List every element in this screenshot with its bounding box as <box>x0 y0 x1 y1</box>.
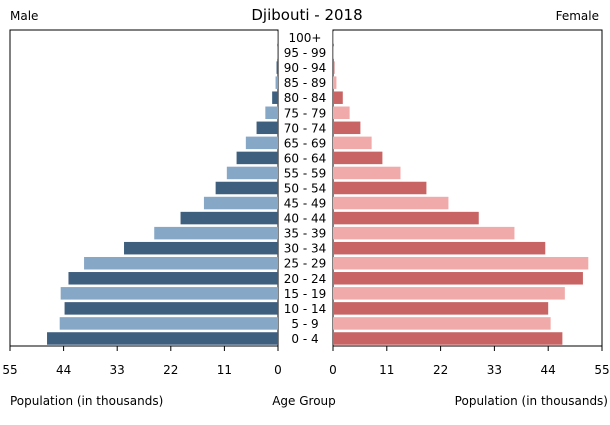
age-group-label: 75 - 79 <box>284 106 327 120</box>
female-bar <box>333 272 583 285</box>
age-group-label: 35 - 39 <box>284 227 327 241</box>
female-tick-label: 22 <box>433 363 448 377</box>
female-bar <box>333 332 563 345</box>
male-bars <box>47 31 279 345</box>
male-bar <box>245 136 278 150</box>
female-tick-label: 11 <box>379 363 394 377</box>
male-tick-label: 0 <box>274 363 282 377</box>
age-group-label: 95 - 99 <box>284 46 327 60</box>
female-bar <box>333 181 427 195</box>
age-group-label: 55 - 59 <box>284 166 327 180</box>
age-group-label: 50 - 54 <box>284 182 327 196</box>
age-group-label: 20 - 24 <box>284 272 327 286</box>
male-bar <box>47 332 278 345</box>
female-bar <box>333 91 343 104</box>
age-group-label: 90 - 94 <box>284 61 327 75</box>
age-group-label: 25 - 29 <box>284 257 327 271</box>
female-bar <box>333 121 361 135</box>
female-bar <box>333 151 383 165</box>
female-tick-label: 44 <box>541 363 556 377</box>
female-bar <box>333 256 589 270</box>
female-bars <box>333 31 589 345</box>
female-tick-label: 33 <box>487 363 502 377</box>
male-axis-ticks: 55 44 33 22 11 0 <box>2 346 282 377</box>
male-bar <box>272 91 278 104</box>
female-bar <box>333 46 334 59</box>
male-bar <box>203 196 278 210</box>
female-x-axis-label: Population (in thousands) <box>455 394 608 408</box>
male-bar <box>226 166 278 180</box>
female-bar <box>333 211 479 225</box>
female-bar <box>333 226 515 240</box>
male-bar <box>180 211 278 225</box>
age-group-label: 40 - 44 <box>284 212 327 226</box>
female-bar <box>333 61 335 74</box>
age-group-label: 15 - 19 <box>284 287 327 301</box>
female-bar <box>333 241 546 255</box>
male-header: Male <box>10 9 38 23</box>
female-tick-label: 55 <box>594 363 609 377</box>
female-header: Female <box>556 9 599 23</box>
female-bar <box>333 287 565 300</box>
female-bar <box>333 136 372 150</box>
female-axis-ticks: 0 11 22 33 44 55 <box>329 346 610 377</box>
chart-title: Djibouti - 2018 <box>251 6 362 24</box>
age-group-label: 100+ <box>289 31 322 45</box>
male-bar <box>124 241 278 255</box>
male-bar <box>277 46 278 59</box>
age-group-label: 60 - 64 <box>284 151 327 165</box>
female-bar <box>333 196 449 210</box>
male-bar <box>84 256 278 270</box>
male-bar <box>60 287 279 300</box>
male-bar <box>64 302 278 315</box>
age-group-label: 45 - 49 <box>284 197 327 211</box>
male-tick-label: 55 <box>2 363 17 377</box>
age-group-label: 30 - 34 <box>284 242 327 256</box>
age-group-label: 5 - 9 <box>291 317 318 331</box>
male-bar <box>68 272 279 285</box>
male-bar <box>59 317 279 330</box>
male-bar <box>276 61 278 74</box>
female-bar <box>333 106 350 120</box>
male-tick-label: 22 <box>163 363 178 377</box>
male-bar <box>215 181 278 195</box>
age-group-label: 80 - 84 <box>284 91 327 105</box>
female-tick-label: 0 <box>329 363 337 377</box>
male-bar <box>275 76 278 89</box>
male-tick-label: 33 <box>110 363 125 377</box>
female-bar <box>333 76 337 89</box>
female-bar <box>333 317 551 330</box>
male-bar <box>256 121 278 135</box>
male-bar <box>154 226 278 240</box>
male-tick-label: 44 <box>56 363 71 377</box>
age-group-label: 85 - 89 <box>284 76 327 90</box>
age-group-label: 0 - 4 <box>291 332 318 346</box>
male-bar <box>265 106 278 120</box>
age-group-label: 10 - 14 <box>284 302 327 316</box>
age-group-axis-label: Age Group <box>272 394 336 408</box>
male-bar <box>236 151 278 165</box>
age-group-label: 65 - 69 <box>284 136 327 150</box>
female-bar <box>333 302 549 315</box>
female-bar <box>333 166 401 180</box>
male-tick-label: 11 <box>217 363 232 377</box>
age-group-label: 70 - 74 <box>284 121 327 135</box>
male-x-axis-label: Population (in thousands) <box>10 394 163 408</box>
